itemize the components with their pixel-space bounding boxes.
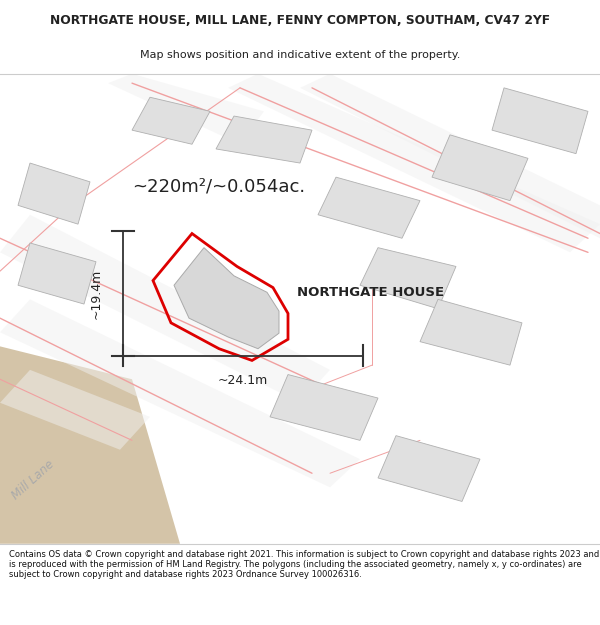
Text: Map shows position and indicative extent of the property.: Map shows position and indicative extent… bbox=[140, 50, 460, 60]
Polygon shape bbox=[360, 248, 456, 309]
Polygon shape bbox=[0, 370, 150, 450]
Polygon shape bbox=[132, 98, 210, 144]
Polygon shape bbox=[432, 135, 528, 201]
Polygon shape bbox=[270, 374, 378, 441]
Polygon shape bbox=[108, 74, 264, 144]
Polygon shape bbox=[228, 74, 600, 253]
Text: ~19.4m: ~19.4m bbox=[89, 268, 103, 319]
Text: Mill Lane: Mill Lane bbox=[9, 458, 57, 503]
Polygon shape bbox=[318, 177, 420, 238]
Polygon shape bbox=[420, 299, 522, 365]
Polygon shape bbox=[216, 116, 312, 163]
Polygon shape bbox=[378, 436, 480, 501]
Polygon shape bbox=[174, 248, 279, 349]
Polygon shape bbox=[18, 163, 90, 224]
Polygon shape bbox=[0, 299, 360, 488]
Polygon shape bbox=[300, 74, 600, 238]
Text: NORTHGATE HOUSE: NORTHGATE HOUSE bbox=[297, 286, 444, 299]
Text: ~220m²/~0.054ac.: ~220m²/~0.054ac. bbox=[132, 177, 305, 196]
Text: ~24.1m: ~24.1m bbox=[218, 374, 268, 387]
Polygon shape bbox=[18, 243, 96, 304]
Text: NORTHGATE HOUSE, MILL LANE, FENNY COMPTON, SOUTHAM, CV47 2YF: NORTHGATE HOUSE, MILL LANE, FENNY COMPTO… bbox=[50, 14, 550, 27]
Polygon shape bbox=[492, 88, 588, 154]
Polygon shape bbox=[0, 346, 180, 544]
Polygon shape bbox=[0, 215, 330, 402]
Text: Contains OS data © Crown copyright and database right 2021. This information is : Contains OS data © Crown copyright and d… bbox=[9, 549, 599, 579]
